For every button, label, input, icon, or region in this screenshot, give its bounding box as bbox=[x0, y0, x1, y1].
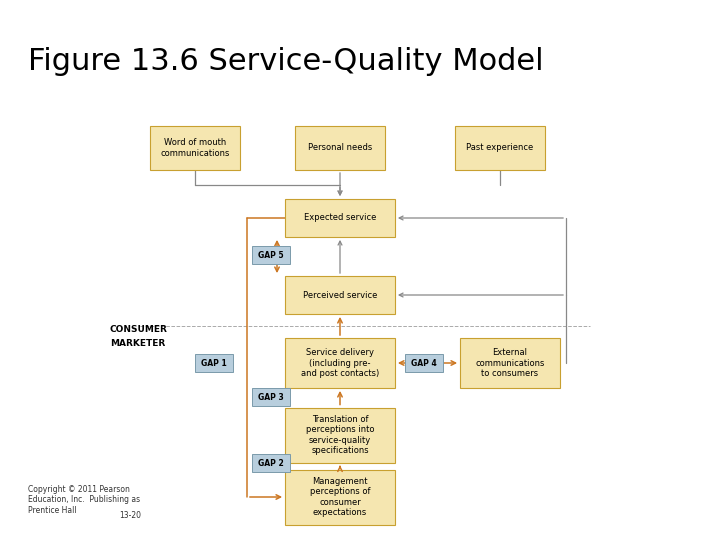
Text: Personal needs: Personal needs bbox=[308, 144, 372, 152]
Text: CONSUMER: CONSUMER bbox=[109, 326, 167, 334]
Text: Word of mouth
communications: Word of mouth communications bbox=[161, 138, 230, 158]
Text: Past experience: Past experience bbox=[467, 144, 534, 152]
Text: External
communications
to consumers: External communications to consumers bbox=[475, 348, 545, 378]
Bar bbox=[405, 354, 443, 372]
Bar bbox=[285, 469, 395, 524]
Bar bbox=[455, 126, 545, 170]
Text: Perceived service: Perceived service bbox=[303, 291, 377, 300]
Text: GAP 1: GAP 1 bbox=[201, 359, 227, 368]
Bar bbox=[285, 276, 395, 314]
Text: Copyright © 2011 Pearson
Education, Inc.  Publishing as
Prentice Hall: Copyright © 2011 Pearson Education, Inc.… bbox=[28, 485, 140, 515]
Text: MARKETER: MARKETER bbox=[110, 339, 166, 348]
Text: GAP 4: GAP 4 bbox=[411, 359, 437, 368]
Bar bbox=[285, 199, 395, 237]
Bar bbox=[252, 246, 290, 264]
Bar bbox=[295, 126, 385, 170]
Text: Translation of
perceptions into
service-quality
specifications: Translation of perceptions into service-… bbox=[306, 415, 374, 455]
Bar bbox=[252, 388, 290, 406]
Bar bbox=[195, 354, 233, 372]
Bar bbox=[285, 338, 395, 388]
Text: 13-20: 13-20 bbox=[119, 511, 141, 520]
Text: GAP 3: GAP 3 bbox=[258, 393, 284, 402]
Text: GAP 2: GAP 2 bbox=[258, 458, 284, 468]
Text: Service delivery
(including pre-
and post contacts): Service delivery (including pre- and pos… bbox=[301, 348, 379, 378]
Text: Figure 13.6 Service-Quality Model: Figure 13.6 Service-Quality Model bbox=[28, 48, 544, 77]
Text: Management
perceptions of
consumer
expectations: Management perceptions of consumer expec… bbox=[310, 477, 370, 517]
Text: GAP 5: GAP 5 bbox=[258, 251, 284, 260]
Bar bbox=[252, 454, 290, 472]
Text: Expected service: Expected service bbox=[304, 213, 376, 222]
Bar bbox=[285, 408, 395, 462]
Bar bbox=[150, 126, 240, 170]
Bar bbox=[460, 338, 560, 388]
